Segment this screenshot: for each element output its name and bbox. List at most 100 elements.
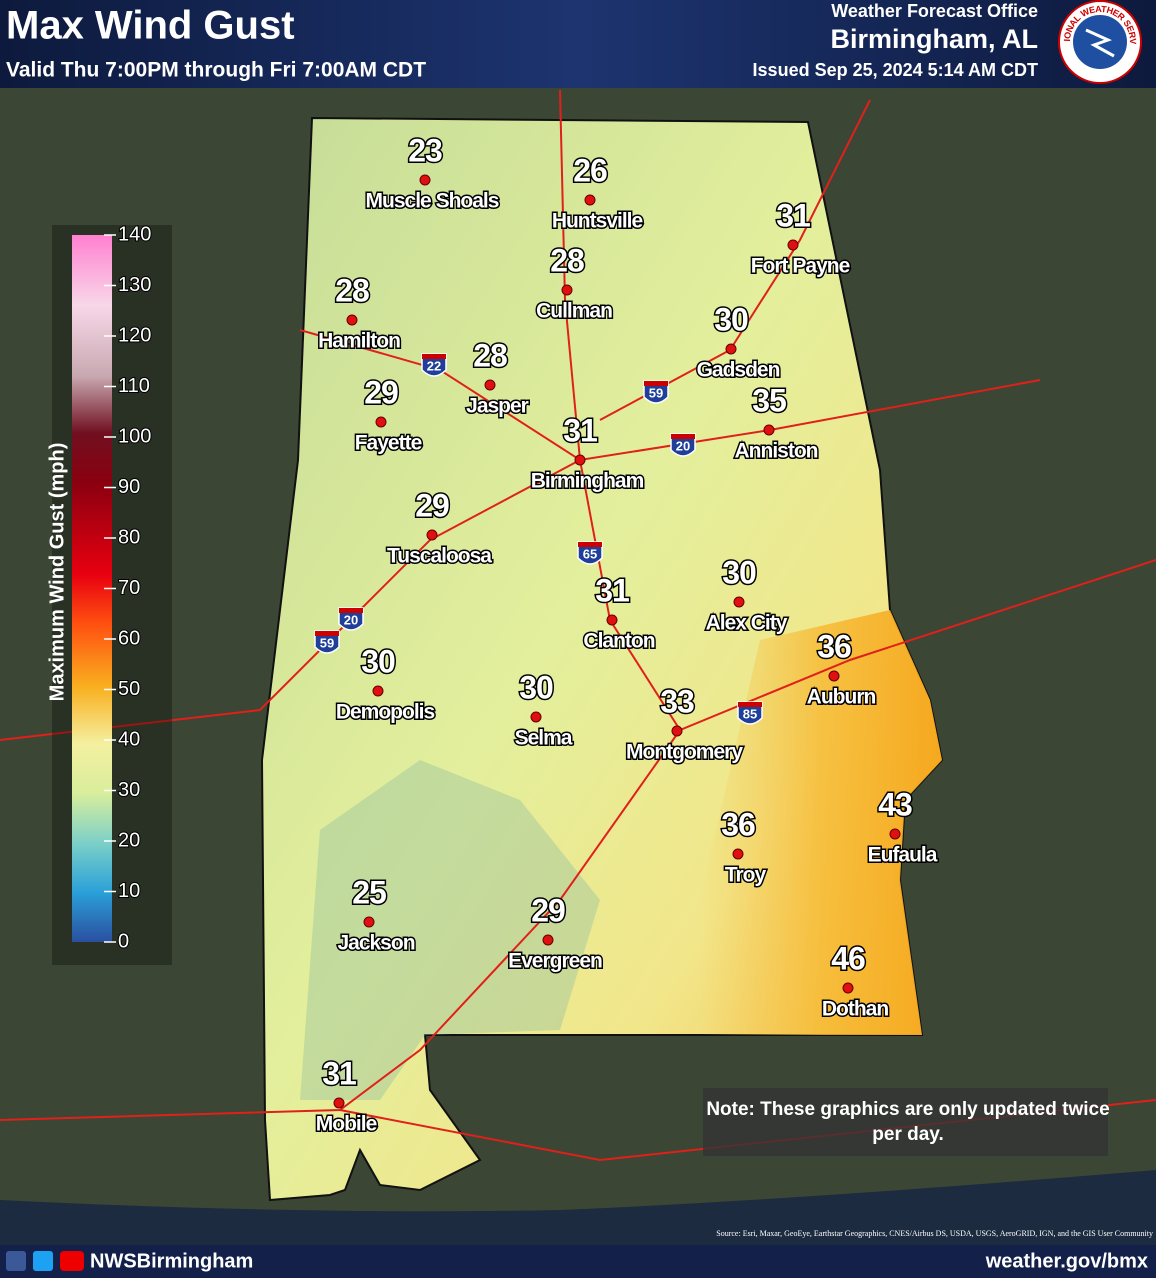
city-dot (584, 194, 596, 206)
city-name: Anniston (735, 440, 818, 463)
city-name: Muscle Shoals (366, 190, 499, 213)
city-dot (426, 529, 438, 541)
facebook-icon[interactable] (6, 1251, 26, 1271)
source-credit: Source: Esri, Maxar, GeoEye, Earthstar G… (716, 1229, 1153, 1238)
city-name: Clanton (583, 630, 654, 653)
city-dot (419, 174, 431, 186)
note: Note: These graphics are only updated tw… (706, 1099, 1109, 1145)
city-value: 26 (573, 152, 607, 188)
city-name: Gadsden (697, 359, 780, 382)
header-band (0, 0, 1156, 88)
city-dot (363, 916, 375, 928)
legend-tick-label: 130 (118, 274, 151, 296)
city-dot (733, 596, 745, 608)
city-value: 33 (660, 683, 694, 719)
legend-tick-label: 110 (118, 375, 150, 397)
city-name: Jackson (337, 932, 414, 955)
title: Max Wind Gust (6, 4, 295, 48)
legend-tick-label: 30 (118, 779, 140, 801)
interstate-shield-top (738, 702, 762, 707)
city-dot (346, 314, 358, 326)
city-dot (732, 848, 744, 860)
city-dot (606, 614, 618, 626)
city-name: Birmingham (531, 470, 644, 493)
city-name: Mobile (316, 1113, 377, 1136)
interstate-shield-top (671, 434, 695, 439)
gulf-water (0, 1170, 1156, 1245)
city-value: 31 (563, 412, 597, 448)
interstate-shield-top (422, 354, 446, 359)
legend-title: Maximum Wind Gust (mph) (46, 443, 68, 702)
city-name: Evergreen (508, 950, 602, 973)
youtube-icon[interactable] (60, 1251, 84, 1271)
city-value: 36 (721, 806, 755, 842)
city-value: 43 (878, 786, 912, 822)
interstate-number: 65 (583, 546, 597, 561)
city-value: 35 (752, 382, 786, 418)
note-line: Note: These graphics are only updated tw… (706, 1099, 1109, 1120)
legend-tick-label: 70 (118, 577, 140, 599)
city-value: 29 (415, 487, 449, 523)
interstate-number: 22 (427, 358, 441, 373)
interstate-shield-top (339, 608, 363, 613)
interstate-number: 85 (743, 706, 757, 721)
legend-tick-label: 90 (118, 476, 140, 498)
twitter-icon[interactable] (33, 1251, 53, 1271)
interstate-number: 59 (320, 635, 334, 650)
city-value: 30 (714, 301, 748, 337)
city-name: Dothan (822, 998, 888, 1021)
city-dot (372, 685, 384, 697)
city-value: 46 (831, 940, 865, 976)
city-name: Alex City (706, 612, 788, 635)
interstate-number: 59 (649, 385, 663, 400)
city-dot (787, 239, 799, 251)
legend-tick-label: 0 (118, 930, 129, 952)
interstate-shield (643, 380, 669, 404)
office-label: Weather Forecast Office (831, 1, 1038, 21)
legend-tick-label: 50 (118, 678, 140, 700)
interstate-shield-top (578, 542, 602, 547)
city-dot (542, 934, 554, 946)
city-name: Eufaula (868, 844, 938, 867)
city-dot (375, 416, 387, 428)
website-url[interactable]: weather.gov/bmx (985, 1250, 1148, 1272)
issued-time: Issued Sep 25, 2024 5:14 AM CDT (753, 60, 1038, 80)
city-name: Montgomery (626, 741, 743, 764)
city-name: Huntsville (552, 210, 643, 233)
city-name: Jasper (466, 395, 529, 418)
interstate-number: 20 (344, 612, 358, 627)
interstate-number: 20 (676, 438, 690, 453)
city-name: Tuscaloosa (387, 545, 492, 568)
city-value: 30 (361, 643, 395, 679)
city-dot (828, 670, 840, 682)
social-handle[interactable]: NWSBirmingham (90, 1250, 253, 1272)
city-value: 31 (776, 197, 810, 233)
city-value: 28 (335, 272, 369, 308)
city-dot (530, 711, 542, 723)
interstate-shield (670, 433, 696, 457)
interstate-shield (314, 630, 340, 654)
city-dot (842, 982, 854, 994)
legend-tick-label: 120 (118, 324, 151, 346)
valid-time: Valid Thu 7:00PM through Fri 7:00AM CDT (6, 59, 426, 82)
legend-tick-label: 10 (118, 880, 140, 902)
city-dot (484, 379, 496, 391)
city-value: 31 (322, 1055, 356, 1091)
footer-band (0, 1245, 1156, 1278)
lower-gust-area (300, 760, 600, 1100)
city-dot (671, 725, 683, 737)
city-value: 23 (408, 132, 442, 168)
city-dot (561, 284, 573, 296)
city-dot (574, 454, 586, 466)
city-value: 25 (352, 874, 386, 910)
legend-tick-label: 60 (118, 627, 140, 649)
city-value: 29 (364, 374, 398, 410)
city-name: Selma (515, 727, 573, 750)
legend-tick-label: 20 (118, 829, 140, 851)
office-location: Birmingham, AL (830, 24, 1038, 54)
city-name: Fort Payne (751, 255, 850, 278)
city-name: Cullman (536, 300, 612, 323)
legend-tick-label: 40 (118, 728, 140, 750)
